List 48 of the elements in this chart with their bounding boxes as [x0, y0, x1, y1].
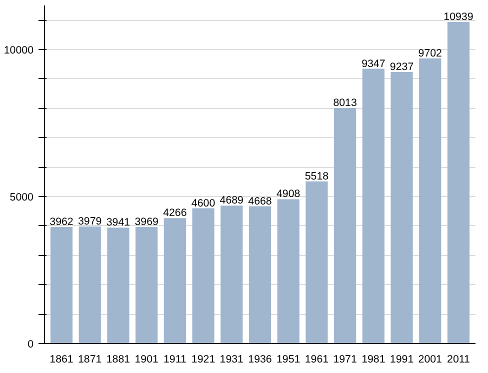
x-tick-label: 1911: [163, 354, 186, 366]
x-tick-label: 1961: [304, 354, 329, 366]
data-label: 4908: [276, 188, 300, 200]
bar: [192, 208, 214, 344]
data-label: 4266: [163, 207, 187, 220]
bar: [78, 226, 101, 344]
x-tick-label: 1971: [333, 354, 357, 366]
data-label: 4689: [220, 194, 244, 207]
bar: [362, 68, 384, 344]
data-label: 9237: [390, 61, 414, 74]
bar: [220, 206, 243, 344]
data-label: 5518: [304, 170, 329, 182]
data-label: 9702: [418, 47, 442, 60]
y-tick-label: 0: [28, 338, 34, 350]
x-tick-label: 1991: [390, 354, 414, 366]
bar: [306, 181, 328, 344]
bar: [136, 226, 158, 344]
x-tick-label: 1921: [191, 354, 216, 366]
data-label: 4668: [248, 195, 272, 208]
x-tick-label: 1871: [78, 354, 102, 366]
bar: [390, 72, 413, 344]
data-label: 4600: [191, 197, 216, 210]
bar: [50, 227, 73, 344]
x-tick-label: 2001: [418, 354, 442, 366]
bar: [277, 199, 300, 344]
x-tick-label: 1981: [362, 354, 386, 366]
y-tick-label: 5000: [10, 192, 34, 204]
bar: [447, 22, 470, 344]
x-tick-label: 1936: [248, 354, 272, 366]
data-label: 10939: [444, 10, 474, 23]
x-tick-label: 1881: [106, 354, 130, 366]
data-label: 3979: [78, 216, 102, 228]
data-label: 3962: [50, 216, 74, 228]
data-label: 3969: [134, 216, 159, 228]
x-tick-label: 1951: [276, 354, 300, 366]
x-tick-label: 1931: [220, 354, 244, 366]
bar: [419, 58, 442, 344]
bar: [334, 108, 356, 344]
bar: [107, 228, 130, 344]
x-tick-label: 2011: [447, 354, 470, 366]
y-tick-label: 10000: [4, 44, 34, 57]
data-label: 9347: [362, 58, 386, 70]
data-label: 8013: [333, 96, 357, 109]
x-tick-label: 1901: [134, 354, 159, 366]
bar: [164, 218, 186, 344]
data-label: 3941: [106, 216, 130, 229]
bar: [248, 206, 272, 344]
x-tick-label: 1861: [50, 354, 74, 366]
